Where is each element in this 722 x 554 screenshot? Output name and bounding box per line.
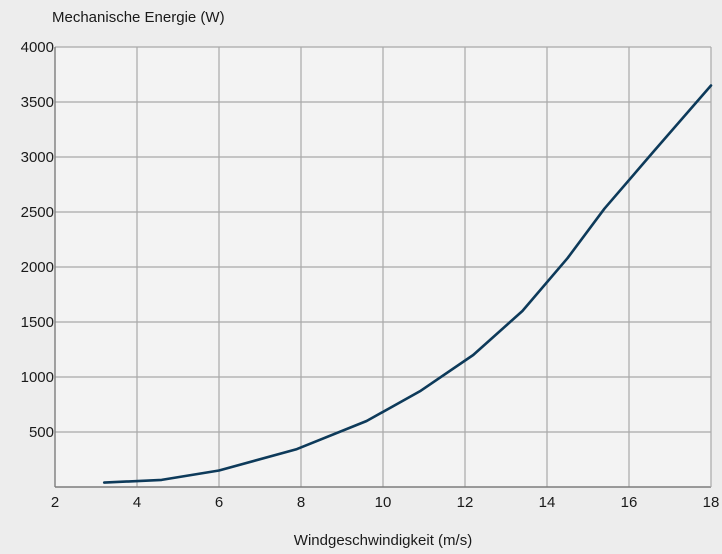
x-axis-title: Windgeschwindigkeit (m/s) xyxy=(294,532,472,549)
y-tick-label: 1500 xyxy=(21,314,54,331)
x-tick-label: 16 xyxy=(621,494,638,511)
y-tick-label: 2000 xyxy=(21,259,54,276)
series-layer xyxy=(102,84,713,484)
x-tick-label: 12 xyxy=(457,494,474,511)
x-tick-label: 18 xyxy=(703,494,720,511)
x-tick-label: 8 xyxy=(297,494,305,511)
y-tick-label: 3500 xyxy=(21,94,54,111)
y-tick-label: 500 xyxy=(29,424,54,441)
x-tick-label: 14 xyxy=(539,494,556,511)
axes xyxy=(54,47,712,488)
x-tick-label: 6 xyxy=(215,494,223,511)
x-tick-label: 10 xyxy=(375,494,392,511)
grid xyxy=(55,46,711,487)
y-tick-label: 2500 xyxy=(21,204,54,221)
y-tick-label: 3000 xyxy=(21,149,54,166)
tick-labels: 2 4 6 8 10 12 14 16 18 500 1000 1500 2000 2500 3000 350… xyxy=(21,39,720,511)
x-tick-label: 4 xyxy=(133,494,141,511)
y-axis-title: Mechanische Energie (W) xyxy=(52,9,225,26)
y-tick-label: 1000 xyxy=(21,369,54,386)
series-line xyxy=(102,84,713,484)
x-tick-label: 2 xyxy=(51,494,59,511)
y-tick-label: 4000 xyxy=(21,39,54,56)
